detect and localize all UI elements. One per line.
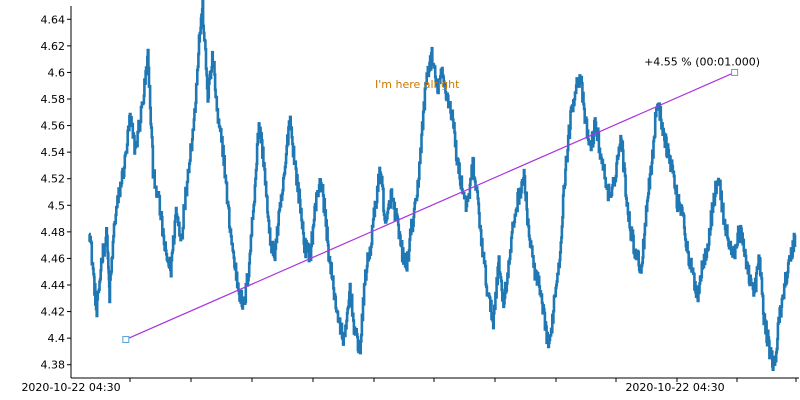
y-tick-label: 4.5 xyxy=(48,199,66,212)
x-tick-label: 2020-10-22 04:30 xyxy=(21,381,120,394)
y-tick-label: 4.46 xyxy=(41,252,66,265)
trend-start-handle xyxy=(122,335,130,343)
y-tick-label: 4.42 xyxy=(41,306,66,319)
y-tick-label: 4.64 xyxy=(41,13,66,26)
y-tick-label: 4.38 xyxy=(41,359,66,372)
series-line xyxy=(88,0,797,371)
y-tick-label: 4.58 xyxy=(41,93,66,106)
y-tick-label: 4.52 xyxy=(41,173,66,186)
x-tick-label: 2020-10-22 04:30 xyxy=(625,381,724,394)
chart-annotation-text: I'm here alright xyxy=(375,78,460,91)
y-tick-label: 4.54 xyxy=(41,146,66,159)
axes-layer: 4.38 4.4 4.42 4.44 4.46 4.48 4.5 4.52 4.54 4.56 4.… xyxy=(21,6,799,394)
trend-change-label: +4.55 % (00:01.000) xyxy=(644,55,760,68)
y-tick-label: 4.4 xyxy=(48,332,66,345)
y-tick-label: 4.6 xyxy=(48,66,66,79)
y-tick-label: 4.48 xyxy=(41,226,66,239)
series-layer xyxy=(88,0,797,371)
y-tick-label: 4.44 xyxy=(41,279,66,292)
trend-line xyxy=(125,71,735,341)
y-tick-label: 4.56 xyxy=(41,120,66,133)
overlay-layer: +4.55 % (00:01.000) I'm here alright xyxy=(122,55,760,343)
y-tick-label: 4.62 xyxy=(41,40,66,53)
trend-end-handle xyxy=(731,68,739,76)
